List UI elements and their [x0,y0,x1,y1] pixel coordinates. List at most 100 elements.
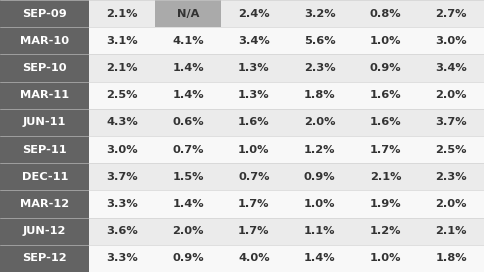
Text: 1.5%: 1.5% [172,172,204,182]
Bar [352,136,418,163]
Text: 3.0%: 3.0% [436,36,467,46]
Text: 2.1%: 2.1% [370,172,401,182]
Bar [221,136,287,163]
Text: 3.6%: 3.6% [106,226,138,236]
Bar [0,0,90,27]
Bar [418,190,484,218]
Text: 0.9%: 0.9% [304,172,335,182]
Text: 2.1%: 2.1% [106,63,138,73]
Text: MAR-12: MAR-12 [20,199,69,209]
Text: SEP-09: SEP-09 [22,9,67,18]
Bar [0,109,90,136]
Bar [0,27,90,54]
Bar [418,109,484,136]
Text: 3.7%: 3.7% [106,172,138,182]
Bar [0,163,90,190]
Text: 1.6%: 1.6% [370,118,401,127]
Bar [287,54,352,82]
Bar [418,27,484,54]
Bar [352,54,418,82]
Bar [221,218,287,245]
Bar [0,136,90,163]
Bar [418,218,484,245]
Bar [221,109,287,136]
Bar [0,54,90,82]
Text: 3.4%: 3.4% [435,63,467,73]
Bar [352,27,418,54]
Text: DEC-11: DEC-11 [22,172,68,182]
Bar [287,82,352,109]
Text: N/A: N/A [177,9,199,18]
Bar [418,136,484,163]
Bar [90,109,155,136]
Bar [90,245,155,272]
Text: MAR-11: MAR-11 [20,90,69,100]
Bar [418,82,484,109]
Bar [155,54,221,82]
Bar [221,0,287,27]
Text: 1.4%: 1.4% [172,63,204,73]
Text: 2.5%: 2.5% [106,90,138,100]
Bar [0,218,90,245]
Text: 1.7%: 1.7% [238,226,270,236]
Bar [221,82,287,109]
Text: 1.1%: 1.1% [304,226,335,236]
Text: 3.7%: 3.7% [436,118,467,127]
Text: 2.4%: 2.4% [238,9,270,18]
Bar [287,163,352,190]
Text: 2.3%: 2.3% [304,63,335,73]
Text: 3.2%: 3.2% [304,9,335,18]
Text: MAR-10: MAR-10 [20,36,69,46]
Text: 0.7%: 0.7% [172,145,204,154]
Text: 3.1%: 3.1% [106,36,138,46]
Text: 3.0%: 3.0% [106,145,138,154]
Text: 5.6%: 5.6% [304,36,335,46]
Bar [287,0,352,27]
Text: 0.7%: 0.7% [238,172,270,182]
Text: 2.1%: 2.1% [436,226,467,236]
Bar [155,27,221,54]
Text: 1.4%: 1.4% [172,90,204,100]
Text: 2.7%: 2.7% [436,9,467,18]
Text: 2.0%: 2.0% [436,199,467,209]
Text: 0.6%: 0.6% [172,118,204,127]
Bar [221,27,287,54]
Text: 1.0%: 1.0% [304,199,335,209]
Text: 0.9%: 0.9% [370,63,401,73]
Bar [352,245,418,272]
Text: SEP-10: SEP-10 [22,63,67,73]
Bar [352,0,418,27]
Text: 2.5%: 2.5% [436,145,467,154]
Bar [90,0,155,27]
Text: 1.6%: 1.6% [370,90,401,100]
Bar [155,0,221,27]
Bar [0,245,90,272]
Bar [90,190,155,218]
Text: 1.4%: 1.4% [304,254,335,263]
Bar [352,82,418,109]
Text: 1.7%: 1.7% [370,145,401,154]
Text: SEP-12: SEP-12 [22,254,67,263]
Text: 3.3%: 3.3% [106,199,138,209]
Bar [287,136,352,163]
Bar [90,136,155,163]
Bar [418,54,484,82]
Bar [155,82,221,109]
Text: 1.2%: 1.2% [304,145,335,154]
Bar [90,163,155,190]
Bar [287,245,352,272]
Text: 2.3%: 2.3% [436,172,467,182]
Text: 1.9%: 1.9% [370,199,401,209]
Bar [221,54,287,82]
Bar [221,245,287,272]
Bar [287,27,352,54]
Text: 3.3%: 3.3% [106,254,138,263]
Text: 1.4%: 1.4% [172,199,204,209]
Text: 1.0%: 1.0% [238,145,270,154]
Bar [418,245,484,272]
Bar [0,190,90,218]
Text: JUN-12: JUN-12 [23,226,66,236]
Bar [287,218,352,245]
Text: 2.0%: 2.0% [304,118,335,127]
Bar [287,109,352,136]
